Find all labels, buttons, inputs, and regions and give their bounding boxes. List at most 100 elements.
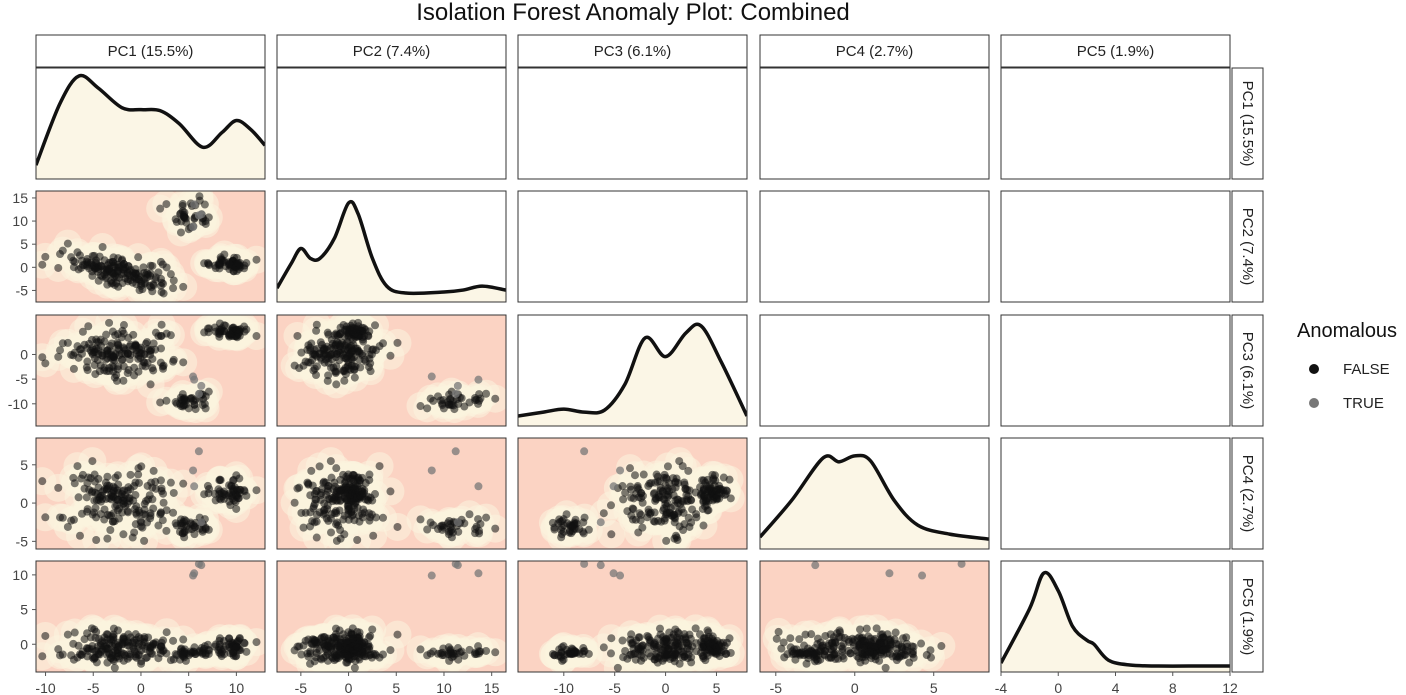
panel-border [1000, 437, 1231, 550]
data-point [157, 320, 166, 329]
data-point [205, 484, 214, 493]
data-point [365, 516, 374, 525]
data-point [662, 536, 671, 545]
data-point [103, 534, 112, 543]
data-point [371, 490, 380, 499]
data-point [366, 631, 375, 640]
data-point [137, 349, 146, 358]
data-point [687, 496, 696, 505]
data-point [134, 470, 143, 479]
data-point [124, 483, 133, 492]
data-point [143, 338, 152, 347]
data-point [124, 630, 133, 639]
data-point [354, 511, 363, 520]
data-point [234, 259, 243, 268]
data-point [126, 470, 135, 479]
data-point [423, 404, 432, 413]
data-point [169, 636, 178, 645]
data-point [644, 642, 653, 651]
data-point [145, 281, 154, 290]
data-point [335, 506, 344, 515]
data-point [712, 647, 721, 656]
data-point [54, 483, 63, 492]
data-point [584, 649, 593, 658]
data-point [299, 641, 308, 650]
right-strip [1231, 314, 1264, 427]
density-panel [760, 453, 989, 549]
data-point [636, 510, 645, 519]
data-point [293, 331, 302, 340]
data-point [491, 648, 500, 657]
density-fill [760, 455, 989, 549]
data-point [350, 663, 359, 672]
scatter-panel [518, 561, 747, 672]
data-point [312, 320, 321, 329]
data-point [474, 515, 483, 524]
panel-border [276, 190, 507, 303]
data-point [234, 329, 243, 338]
data-point [114, 254, 123, 263]
data-point [299, 361, 308, 370]
data-point [140, 536, 149, 545]
panel-border [517, 314, 748, 427]
data-point [252, 638, 261, 647]
data-point [162, 649, 171, 658]
data-point [157, 274, 166, 283]
data-point [215, 634, 224, 643]
data-point [181, 516, 190, 525]
top-strip [35, 34, 266, 68]
panel-border [759, 437, 990, 550]
panel-border [35, 560, 266, 673]
data-point [103, 354, 112, 363]
data-point [619, 653, 628, 662]
data-point [189, 222, 198, 231]
data-point [721, 650, 730, 659]
data-point [114, 282, 123, 291]
top-strip [517, 34, 748, 68]
data-point [607, 530, 616, 539]
data-point [332, 380, 341, 389]
top-strip [1000, 34, 1231, 68]
data-point [327, 652, 336, 661]
data-point [176, 228, 185, 237]
density-panel [518, 322, 747, 426]
data-point [41, 252, 50, 261]
data-point [114, 642, 123, 651]
data-point [179, 635, 188, 644]
data-point [117, 349, 126, 358]
data-point [92, 513, 101, 522]
right-strip-label: PC5 (1.9%) [1239, 578, 1256, 656]
data-point [151, 640, 160, 649]
data-point [416, 645, 425, 654]
data-point [75, 531, 84, 540]
data-point [88, 457, 97, 466]
data-point [447, 533, 456, 542]
data-point [692, 513, 701, 522]
data-point [169, 488, 178, 497]
data-point [98, 243, 107, 252]
data-point [312, 533, 321, 542]
data-point [639, 470, 648, 479]
data-point [80, 340, 89, 349]
data-point [114, 341, 123, 350]
data-point [91, 503, 100, 512]
data-point [691, 624, 700, 633]
data-point [108, 489, 117, 498]
data-point [688, 505, 697, 514]
data-point [353, 476, 362, 485]
data-point [324, 371, 333, 380]
data-point [344, 504, 353, 513]
data-point [460, 519, 469, 528]
data-point [143, 518, 152, 527]
data-point [710, 471, 719, 480]
right-strip [1231, 437, 1264, 550]
data-point [67, 651, 76, 660]
data-point [569, 649, 578, 658]
data-point [189, 466, 198, 475]
data-point [474, 642, 483, 651]
data-point [671, 477, 680, 486]
data-point [369, 531, 378, 540]
data-point [609, 482, 618, 491]
data-point [119, 376, 128, 385]
data-point [252, 332, 261, 341]
